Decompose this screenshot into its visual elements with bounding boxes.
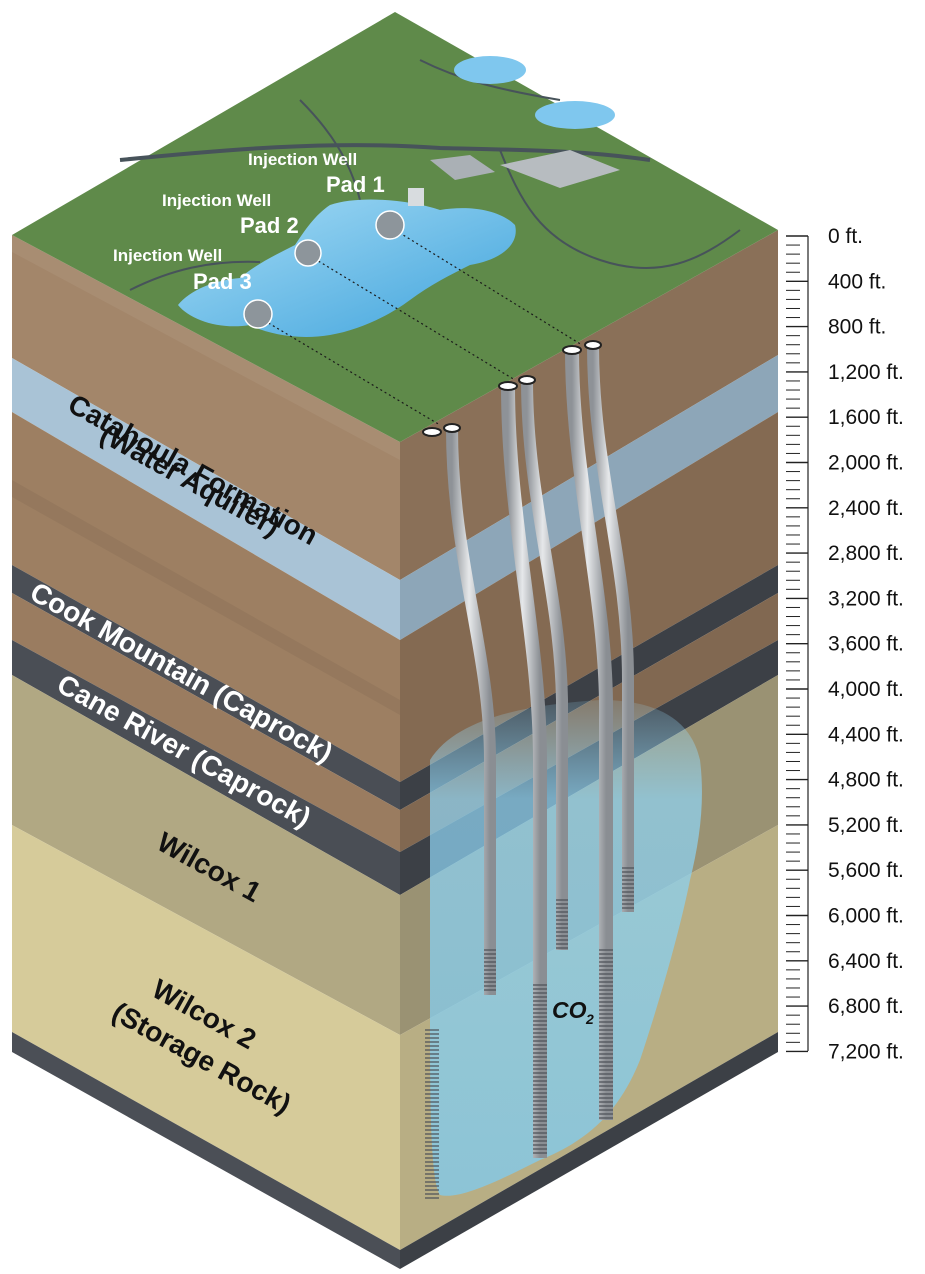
well-pipe [501, 385, 547, 1158]
road [119, 143, 651, 162]
well-head [443, 423, 461, 433]
road [419, 59, 561, 101]
facility-lot [500, 150, 620, 188]
depth-label: 4,400 ft. [828, 723, 904, 746]
pad-2-caption: Injection Well [162, 191, 271, 210]
right-soil-top [400, 230, 778, 580]
well-pad-3-marker [243, 299, 273, 329]
well-pad-markers [243, 210, 405, 329]
well-path-lines [259, 229, 583, 426]
depth-label: 2,800 ft. [828, 542, 904, 565]
well-pipe [565, 349, 614, 1120]
depth-label: 1,600 ft. [828, 406, 904, 429]
well-pad-1-marker [375, 210, 405, 240]
facility-building [408, 188, 424, 206]
left-soil-middle [12, 412, 400, 782]
left-base-layer [12, 1032, 400, 1269]
left-catahoula-layer [12, 358, 400, 640]
depth-label: 0 ft. [828, 225, 863, 248]
left-soil-top [12, 235, 400, 580]
depth-label: 3,200 ft. [828, 587, 904, 610]
depth-label: 4,800 ft. [828, 769, 904, 792]
depth-label: 2,400 ft. [828, 497, 904, 520]
pond [535, 101, 615, 129]
left-wilcox2-layer [12, 825, 400, 1250]
pad-1-name: Pad 1 [326, 172, 385, 197]
co2-label: CO 2 [552, 997, 594, 1027]
road [499, 149, 741, 269]
depth-label: 4,000 ft. [828, 678, 904, 701]
wells [422, 340, 634, 1200]
depth-label: 6,800 ft. [828, 995, 904, 1018]
well-head [584, 340, 602, 350]
well-head [498, 381, 518, 391]
co2-text: CO [552, 997, 587, 1023]
left-wilcox1-layer [12, 675, 400, 1035]
depth-label: 1,200 ft. [828, 361, 904, 384]
depth-label: 6,000 ft. [828, 905, 904, 928]
depth-label: 5,200 ft. [828, 814, 904, 837]
left-cook-mountain-layer [12, 565, 400, 810]
depth-label: 5,600 ft. [828, 859, 904, 882]
pad-2-name: Pad 2 [240, 213, 299, 238]
depth-label: 2,000 ft. [828, 452, 904, 475]
well-head [518, 375, 536, 385]
road [299, 99, 361, 201]
left-face [12, 235, 400, 1269]
road [129, 260, 261, 291]
facility-lot [430, 155, 495, 180]
well-head [422, 427, 442, 437]
left-cane-river-layer [12, 640, 400, 895]
well-pipe [446, 427, 496, 995]
left-soil-lower [12, 593, 400, 852]
pad-3-caption: Injection Well [113, 246, 222, 265]
right-soil-middle [400, 412, 778, 782]
depth-label: 6,400 ft. [828, 950, 904, 973]
pad-labels: Injection Well Pad 1 Injection Well Pad … [113, 150, 385, 294]
pond [454, 56, 526, 84]
pad-3-name: Pad 3 [193, 269, 252, 294]
well-pipe [521, 379, 568, 950]
co2-subscript: 2 [585, 1011, 594, 1027]
well-pipe [587, 344, 634, 912]
depth-label: 800 ft. [828, 316, 886, 339]
right-base-layer [400, 1032, 778, 1269]
well-head [562, 345, 582, 355]
depth-label: 3,600 ft. [828, 633, 904, 656]
depth-label: 7,200 ft. [828, 1040, 904, 1063]
depth-label: 400 ft. [828, 270, 886, 293]
depth-scale: 0 ft. 400 ft. 800 ft. 1,200 ft. 1,600 ft. 2,0… [786, 225, 904, 1063]
well-pad-2-marker [294, 239, 322, 267]
perforations [425, 867, 634, 1199]
pad-1-caption: Injection Well [248, 150, 357, 169]
